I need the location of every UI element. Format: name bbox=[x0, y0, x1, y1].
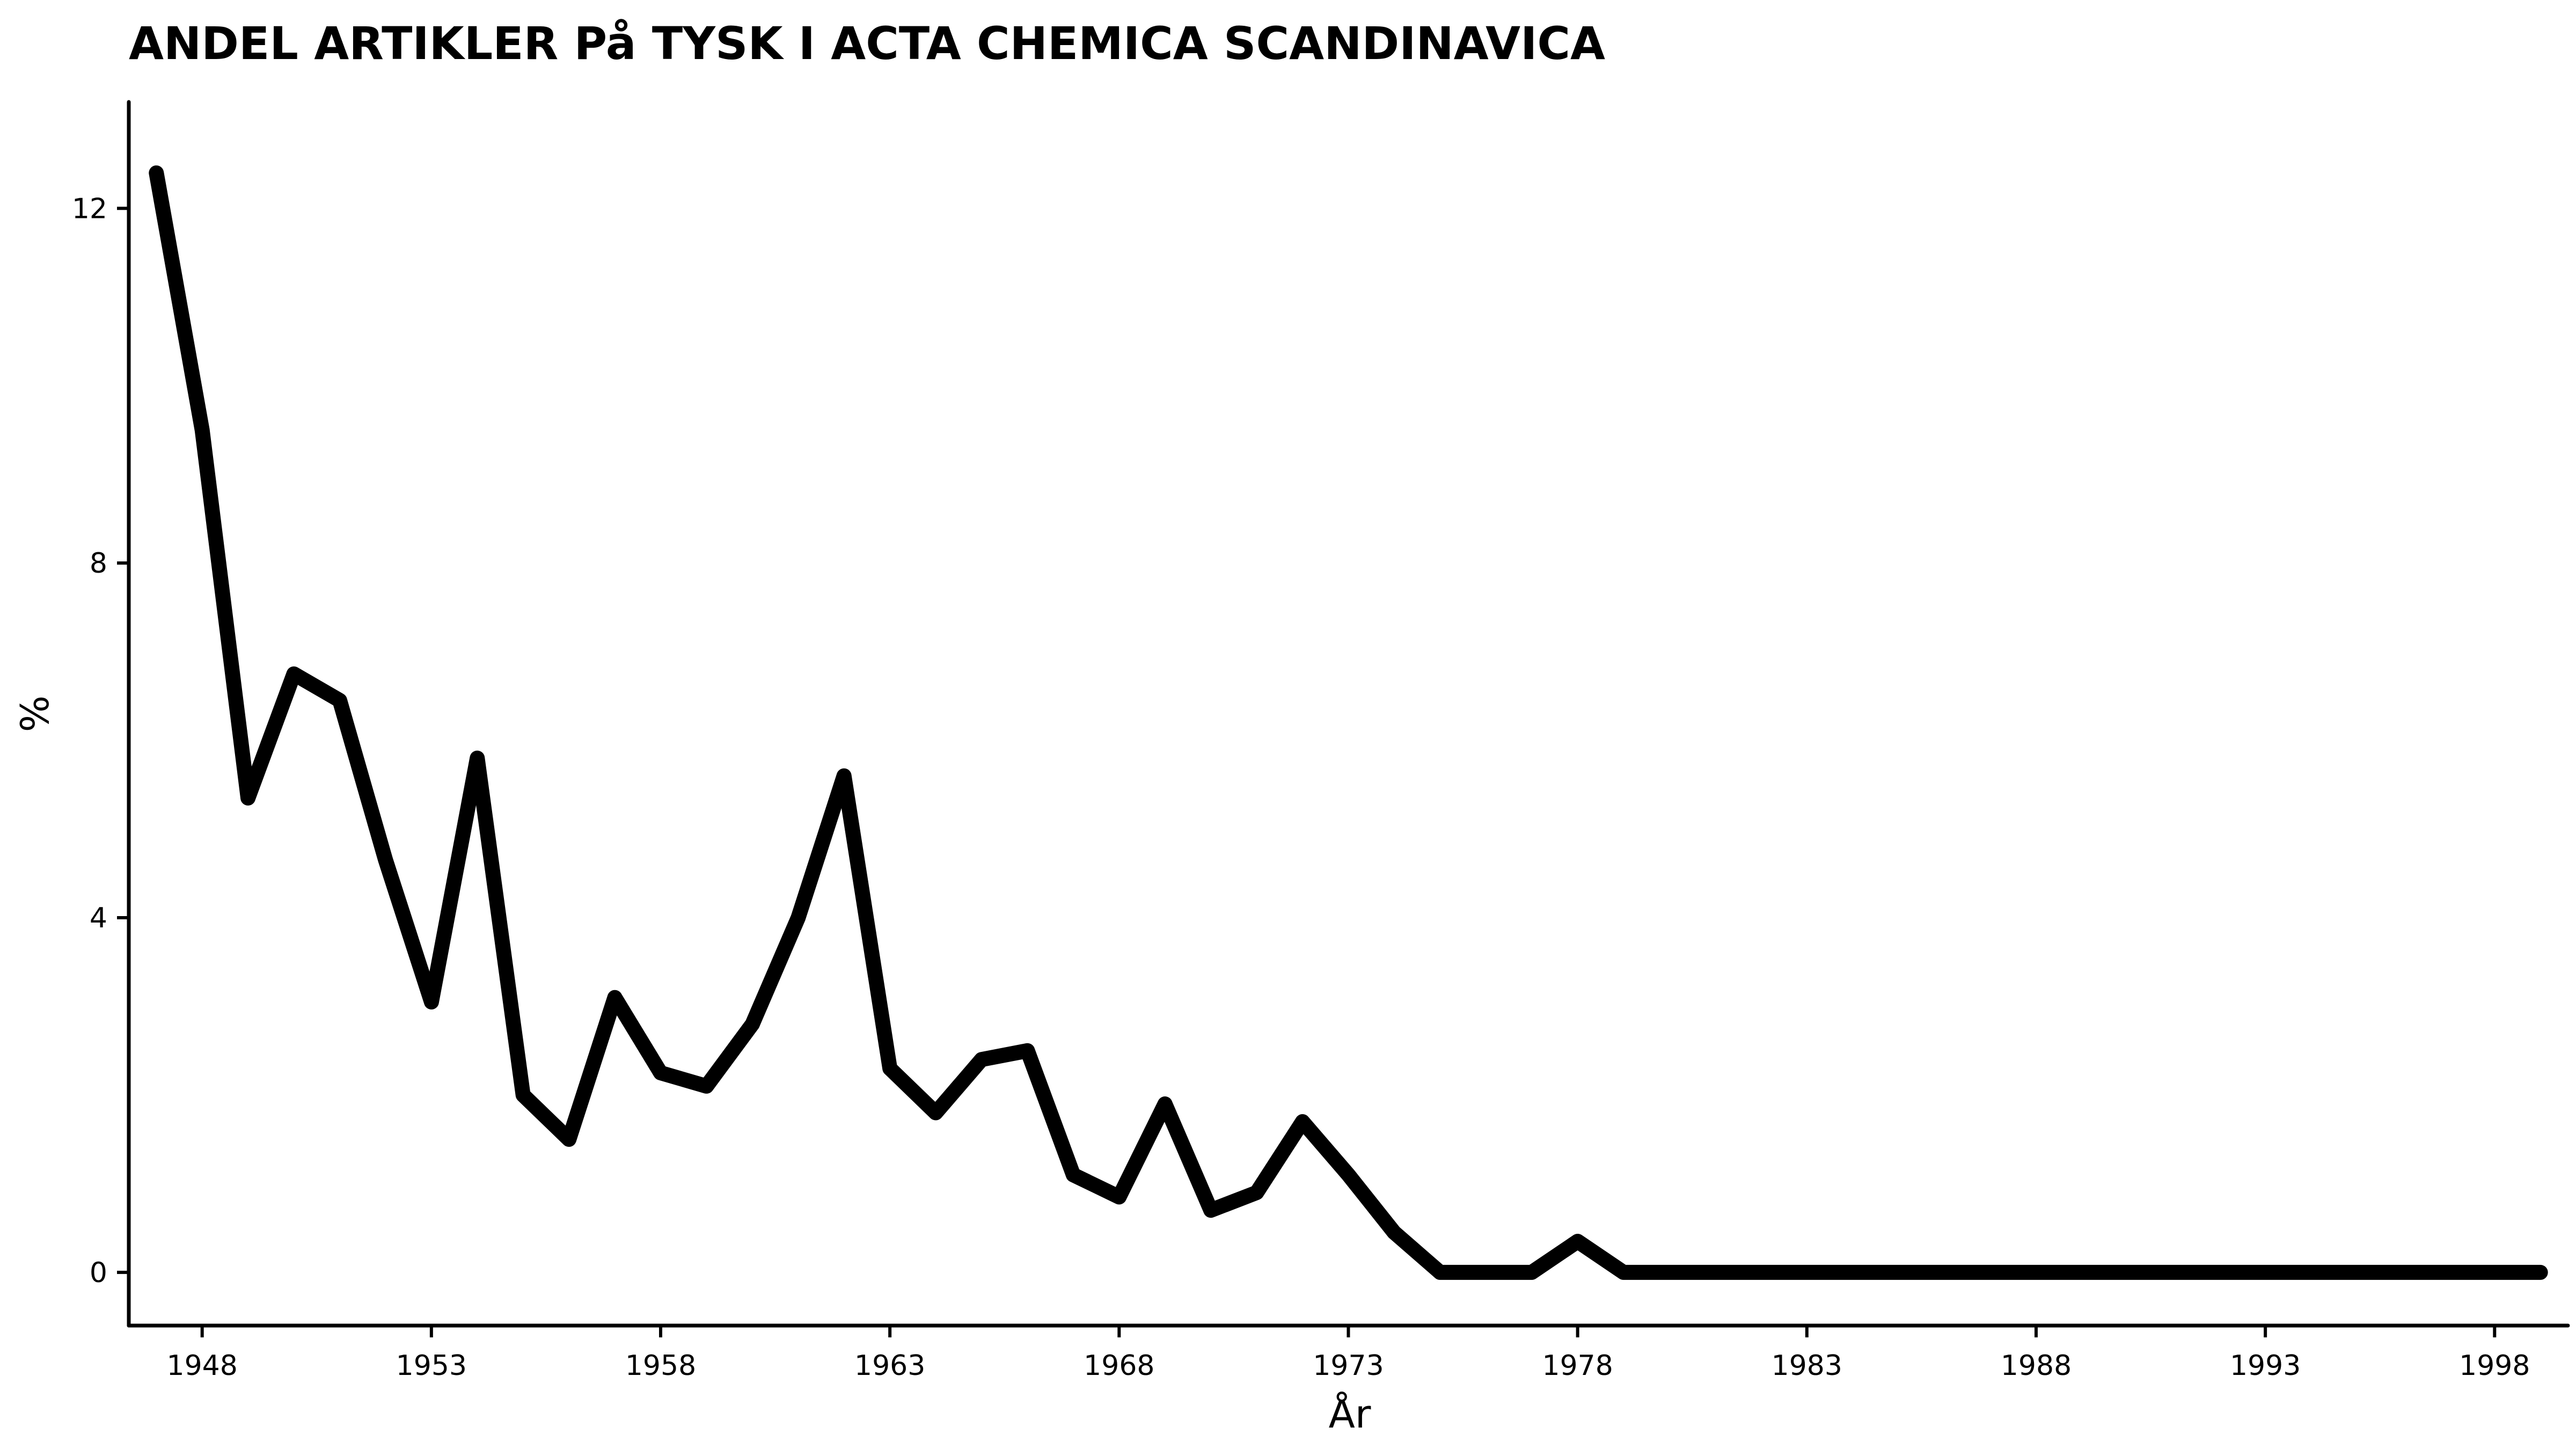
data-point bbox=[2494, 1271, 2496, 1273]
y-axis-ticks: 0 4 8 12 bbox=[72, 193, 129, 1289]
data-point bbox=[2219, 1271, 2220, 1273]
data-point bbox=[1256, 1192, 1257, 1194]
data-point bbox=[797, 917, 799, 918]
x-tick-label: 1983 bbox=[1772, 1350, 1842, 1382]
y-axis-label: % bbox=[12, 696, 57, 732]
data-point bbox=[385, 859, 386, 861]
data-point bbox=[2402, 1271, 2404, 1273]
data-point bbox=[1852, 1271, 1854, 1273]
data-point bbox=[1623, 1271, 1624, 1273]
axes bbox=[127, 100, 2570, 1328]
data-point bbox=[1577, 1241, 1578, 1242]
data-point bbox=[1118, 1196, 1120, 1198]
data-point bbox=[1898, 1271, 1899, 1273]
data-point bbox=[156, 172, 157, 174]
x-tick-label: 1978 bbox=[1542, 1350, 1613, 1382]
data-point bbox=[1989, 1271, 1991, 1273]
data-point bbox=[247, 797, 249, 799]
data-point bbox=[201, 429, 203, 431]
series-group bbox=[149, 165, 2548, 1280]
x-axis-ticks: 1948 1953 1958 1963 1968 1973 1978 1983 1988 1993… bbox=[167, 1326, 2530, 1382]
data-point bbox=[1072, 1174, 1074, 1176]
data-point bbox=[1302, 1121, 1304, 1122]
x-tick-label: 1968 bbox=[1084, 1350, 1154, 1382]
data-point bbox=[751, 1023, 753, 1025]
y-tick-label: 8 bbox=[90, 547, 107, 580]
data-point bbox=[430, 1001, 432, 1002]
data-point bbox=[1715, 1271, 1716, 1273]
data-point bbox=[1393, 1232, 1395, 1233]
data-point bbox=[1164, 1103, 1166, 1104]
y-tick-label: 12 bbox=[72, 193, 107, 225]
data-point bbox=[522, 1094, 524, 1096]
y-tick-label: 4 bbox=[90, 902, 107, 934]
x-tick-label: 1998 bbox=[2459, 1350, 2530, 1382]
data-point bbox=[1668, 1271, 1670, 1273]
x-tick-label: 1973 bbox=[1313, 1350, 1384, 1382]
data-point bbox=[2081, 1271, 2083, 1273]
data-point bbox=[2540, 1271, 2541, 1273]
data-point bbox=[2448, 1271, 2449, 1273]
data-point bbox=[2173, 1271, 2175, 1273]
data-point bbox=[2357, 1271, 2358, 1273]
data-point bbox=[1806, 1271, 1807, 1273]
data-point bbox=[568, 1139, 570, 1140]
x-tick-label: 1993 bbox=[2230, 1350, 2301, 1382]
data-point bbox=[477, 757, 478, 759]
y-tick-label: 0 bbox=[90, 1257, 107, 1289]
x-tick-label: 1948 bbox=[167, 1350, 238, 1382]
data-point bbox=[293, 673, 295, 675]
x-axis-label: År bbox=[1329, 1392, 1371, 1437]
data-point bbox=[981, 1059, 982, 1060]
data-point bbox=[1531, 1271, 1533, 1273]
data-point bbox=[2310, 1271, 2312, 1273]
data-point bbox=[2127, 1271, 2128, 1273]
x-tick-label: 1958 bbox=[625, 1350, 696, 1382]
chart-title: ANDEL ARTIKLER På TYSK I ACTA CHEMICA SC… bbox=[129, 17, 1605, 70]
x-tick-label: 1963 bbox=[854, 1350, 925, 1382]
data-point bbox=[935, 1112, 936, 1114]
data-point bbox=[339, 700, 340, 701]
data-point bbox=[614, 997, 616, 998]
data-point bbox=[2265, 1271, 2266, 1273]
data-point bbox=[889, 1067, 891, 1069]
x-tick-label: 1953 bbox=[396, 1350, 467, 1382]
x-tick-label: 1988 bbox=[2001, 1350, 2072, 1382]
data-point bbox=[1348, 1174, 1349, 1176]
data-point bbox=[1944, 1271, 1945, 1273]
series-line-0 bbox=[149, 165, 2548, 1280]
data-point bbox=[1485, 1271, 1487, 1273]
data-point bbox=[1210, 1210, 1212, 1211]
data-point bbox=[1760, 1271, 1762, 1273]
data-point bbox=[1439, 1271, 1441, 1273]
data-point bbox=[843, 775, 845, 777]
data-point bbox=[706, 1085, 707, 1087]
data-point bbox=[660, 1072, 661, 1074]
data-point bbox=[2036, 1271, 2037, 1273]
data-point bbox=[1027, 1050, 1028, 1051]
